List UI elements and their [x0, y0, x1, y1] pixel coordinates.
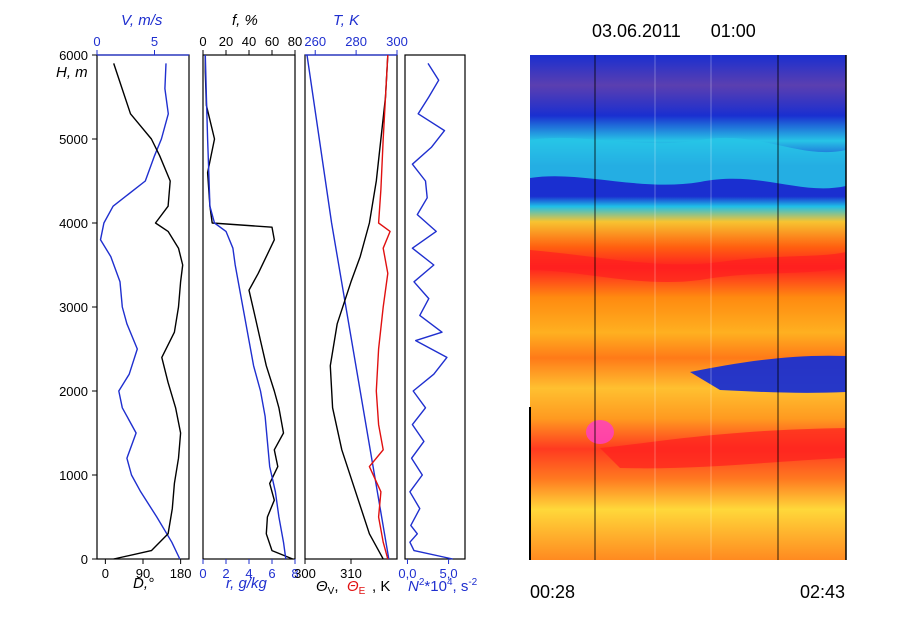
x-bottom-tick-label: 2 [222, 566, 229, 581]
stability-bottom-ticks: 0,0 5,0 [398, 559, 458, 581]
y-tick-label: 6000 [59, 48, 88, 63]
temperature-bottom-ticks: 300 310 [294, 559, 362, 581]
sodar-echogram: 03.06.2011 01:00 00:28 02:43 [529, 21, 847, 602]
temperature-series [306, 54, 391, 560]
series-line-f [204, 55, 293, 560]
x-top-tick-label: 280 [345, 34, 367, 49]
x-bottom-tick-label: 8 [291, 566, 298, 581]
x-bottom-tick-label: 6 [268, 566, 275, 581]
humidity-series [204, 54, 293, 560]
mixing-ratio-axis-label: r, g/kg [226, 575, 268, 592]
x-top-tick-label: 5 [151, 34, 158, 49]
panel-wind: V, m/s D,° H, m 0 1000 2000 3000 4000 5000 600… [56, 12, 191, 592]
temperature-axis-label: T, K [333, 12, 360, 29]
y-tick-label: 4000 [59, 216, 88, 231]
x-bottom-tick-label: 0 [102, 566, 109, 581]
x-bottom-tick-label: 90 [136, 566, 150, 581]
y-tick-label: 2000 [59, 384, 88, 399]
x-bottom-tick-label: 300 [294, 566, 316, 581]
x-bottom-tick-label: 180 [170, 566, 192, 581]
temperature-top-ticks: 260 280 300 [304, 34, 408, 55]
echogram-title: 03.06.2011 01:00 [592, 21, 756, 41]
series-line-θv [329, 54, 389, 560]
echogram-end-time: 02:43 [800, 582, 845, 602]
x-top-tick-label: 260 [304, 34, 326, 49]
x-top-tick-label: 300 [386, 34, 408, 49]
x-bottom-tick-label: 0,0 [398, 566, 416, 581]
series-line-t [306, 54, 390, 560]
panel-humidity: f, % r, g/kg 0 20 40 60 80 0 2 4 6 8 [199, 12, 302, 592]
y-tick-label: 0 [81, 552, 88, 567]
echogram-blue-wave-lower [690, 355, 846, 393]
x-bottom-tick-label: 0 [199, 566, 206, 581]
y-tick-label: 5000 [59, 132, 88, 147]
x-bottom-tick-label: 4 [245, 566, 252, 581]
echogram-start-time: 00:28 [530, 582, 575, 602]
height-axis-label: H, m [56, 64, 88, 81]
wind-bottom-ticks: 0 90 180 [102, 559, 192, 581]
wind-speed-axis-label: V, m/s [121, 12, 163, 29]
wind-series [99, 63, 184, 560]
echogram-magenta-spot [586, 420, 614, 444]
series-line-v [99, 63, 181, 560]
wind-direction-axis-label: D,° [133, 575, 154, 592]
panel-stability: N2*104, s-2 0,0 5,0 [398, 54, 478, 595]
series-line-d [113, 63, 184, 560]
x-top-tick-label: 40 [242, 34, 256, 49]
virtual-potential-temperature-label: ΘV, [316, 578, 339, 597]
x-bottom-tick-label: 310 [340, 566, 362, 581]
x-top-tick-label: 80 [288, 34, 302, 49]
series-line-r [204, 54, 287, 560]
echogram-image [530, 55, 846, 560]
echogram-red-band [530, 250, 846, 283]
y-tick-label: 1000 [59, 468, 88, 483]
series-line-n2 [409, 63, 453, 560]
humidity-bottom-ticks: 0 2 4 6 8 [199, 559, 299, 581]
echogram-blue-wave-upper [530, 137, 846, 189]
x-top-tick-label: 0 [199, 34, 206, 49]
y-tick-label: 3000 [59, 300, 88, 315]
x-top-tick-label: 20 [219, 34, 233, 49]
x-bottom-tick-label: 5,0 [440, 566, 458, 581]
potential-temperature-unit: , K [372, 578, 390, 595]
stability-series [409, 63, 453, 560]
relative-humidity-axis-label: f, % [232, 12, 258, 29]
humidity-top-ticks: 0 20 40 60 80 [199, 34, 302, 55]
x-top-tick-label: 0 [93, 34, 100, 49]
panel-temperature: T, K ΘV, ΘE , K 260 280 300 300 310 [294, 12, 408, 597]
series-line-θe [368, 54, 391, 560]
brunt-vaisala-axis-label: N2*104, s-2 [408, 577, 478, 595]
wind-y-ticks: 0 1000 2000 3000 4000 5000 6000 [59, 48, 97, 567]
x-top-tick-label: 60 [265, 34, 279, 49]
echogram-red-band-lower [600, 428, 846, 469]
